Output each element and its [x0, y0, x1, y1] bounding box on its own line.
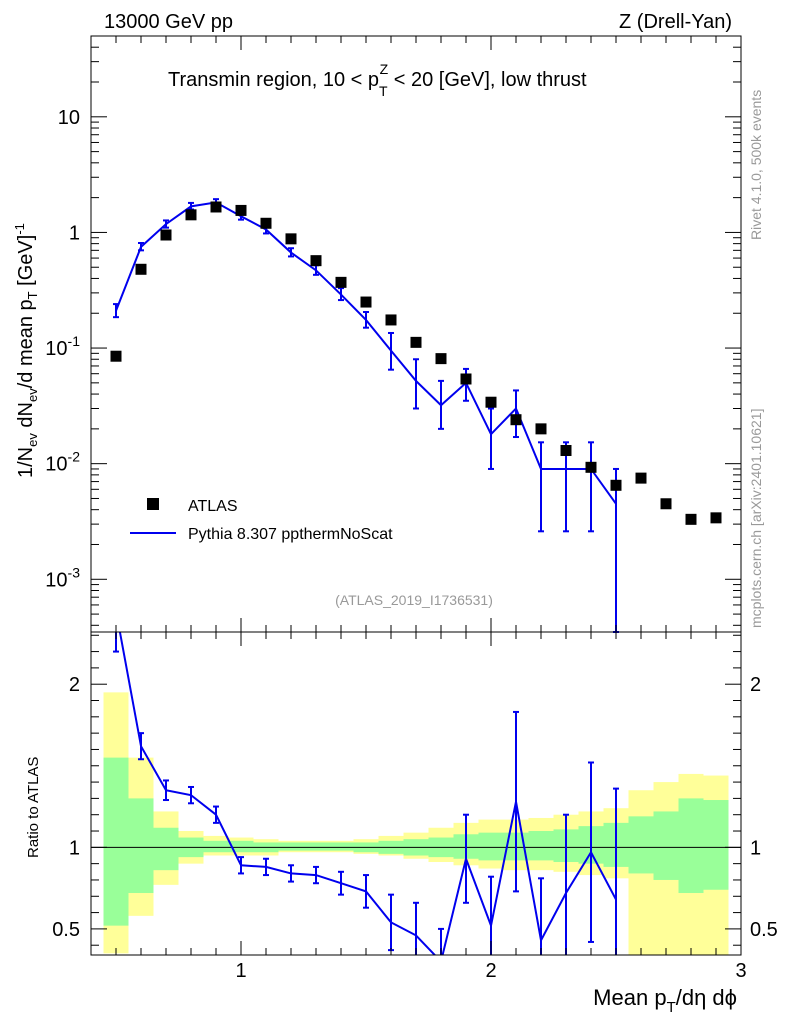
- main-y-tick-label: 1: [69, 222, 80, 244]
- tick-exponent: -2: [68, 449, 81, 465]
- x-tick-label: 1: [235, 960, 246, 982]
- tick-base: 10: [45, 338, 67, 360]
- atlas-data-point: [235, 204, 247, 216]
- ratio-band-inner: [678, 798, 704, 894]
- atlas-data-point: [685, 513, 697, 525]
- atlas-data-point: [335, 276, 347, 288]
- legend-mc-label: Pythia 8.307 ppthermNoScat: [188, 526, 393, 543]
- atlas-data-point: [585, 461, 597, 473]
- mc-series-line: [115, 201, 617, 632]
- ratio-band-inner: [303, 842, 329, 851]
- atlas-data-point: [135, 263, 147, 275]
- plot-title: Transmin region, 10 < pTZ < 20 [GeV], lo…: [168, 61, 587, 99]
- main-y-tick-label: 10-3: [45, 564, 80, 591]
- ratio-y-tick-label-left: 2: [69, 674, 80, 696]
- ratio-mc-layer: [113, 632, 619, 955]
- ratio-band-inner: [278, 842, 304, 851]
- atlas-data-point: [260, 217, 272, 229]
- ratio-y-tick-label-left: 0.5: [52, 919, 80, 941]
- ratio-band-layer: [91, 692, 741, 955]
- ratio-band-inner: [703, 800, 729, 890]
- atlas-data-point: [560, 444, 572, 456]
- main-y-tick-label: 10-1: [45, 333, 80, 360]
- main-y-axis-label: 1/Nev dNev/d mean pT [GeV]-1: [12, 223, 40, 478]
- ratio-y-axis-label: Ratio to ATLAS: [25, 757, 42, 858]
- atlas-data-point: [535, 423, 547, 435]
- atlas-data-point: [710, 512, 722, 524]
- x-axis-label: Mean pT/dη dϕ: [593, 985, 737, 1016]
- ratio-y-tick-label-right: 0.5: [750, 919, 778, 941]
- atlas-data-point: [510, 414, 522, 426]
- ratio-band-inner: [153, 827, 179, 871]
- ratio-band-inner: [478, 832, 504, 861]
- atlas-data-point: [310, 255, 322, 267]
- atlas-data-point: [385, 314, 397, 326]
- atlas-data-point: [110, 350, 122, 362]
- atlas-data-point: [410, 336, 422, 348]
- tick-exponent: -3: [68, 564, 81, 580]
- tick-base: 10: [45, 569, 67, 591]
- main-y-tick-label: 10: [58, 107, 80, 129]
- tick-exponent: -1: [68, 333, 81, 349]
- mcplots-label: mcplots.cern.ch [arXiv:2401.10621]: [748, 409, 764, 628]
- atlas-data-point: [185, 209, 197, 221]
- ratio-y-tick-label-left: 1: [69, 837, 80, 859]
- main-y-tick-label: 10-2: [45, 449, 80, 476]
- ratio-y-tick-label-right: 1: [750, 837, 761, 859]
- analysis-id: (ATLAS_2019_I1736531): [335, 592, 493, 608]
- ratio-band-inner: [628, 816, 654, 874]
- main-data-layer: [110, 201, 722, 525]
- header-left-label: 13000 GeV pp: [104, 11, 233, 33]
- x-tick-label: 2: [485, 960, 496, 982]
- ratio-band-inner: [228, 840, 254, 853]
- legend-data-label: ATLAS: [188, 498, 238, 515]
- ratio-band-inner: [528, 831, 554, 861]
- ratio-band-inner: [128, 798, 154, 894]
- atlas-data-point: [210, 201, 222, 213]
- legend-data-marker: [147, 498, 159, 510]
- ratio-band-inner: [653, 811, 679, 880]
- atlas-data-point: [660, 498, 672, 510]
- ratio-band-inner: [328, 842, 354, 851]
- atlas-data-point: [460, 373, 472, 385]
- ratio-band-inner: [103, 757, 129, 926]
- ratio-y-tick-label-right: 2: [750, 674, 761, 696]
- ratio-mc-group: [113, 632, 619, 955]
- atlas-data-point: [635, 472, 647, 484]
- atlas-data-point: [485, 396, 497, 408]
- atlas-data-point: [285, 233, 297, 245]
- tick-base: 10: [45, 454, 67, 476]
- atlas-data-point: [360, 296, 372, 308]
- atlas-data-point: [435, 353, 447, 365]
- atlas-data-point: [160, 229, 172, 241]
- header-right-label: Z (Drell-Yan): [619, 11, 732, 33]
- ratio-band-inner: [203, 840, 229, 853]
- atlas-data-point: [610, 479, 622, 491]
- rivet-version-label: Rivet 4.1.0, 500k events: [748, 90, 764, 240]
- main-mc-layer: [113, 198, 619, 633]
- x-tick-label: 3: [735, 960, 746, 982]
